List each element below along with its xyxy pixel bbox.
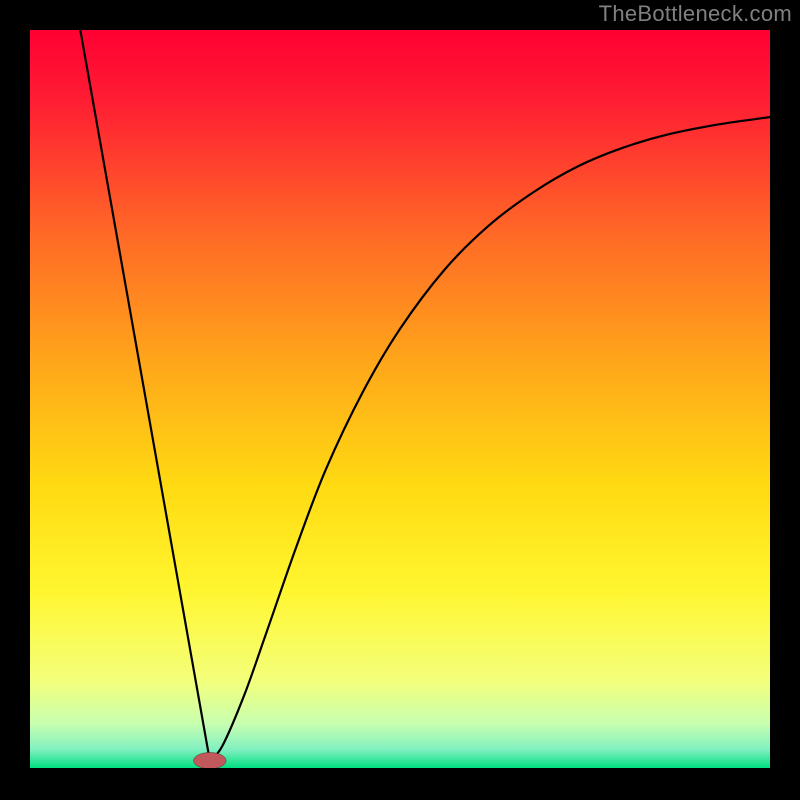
watermark-label: TheBottleneck.com [599,1,792,27]
chart-svg [0,0,800,800]
bottleneck-chart: TheBottleneck.com [0,0,800,800]
chart-plot-background [30,30,770,768]
optimal-point-marker [194,753,227,769]
